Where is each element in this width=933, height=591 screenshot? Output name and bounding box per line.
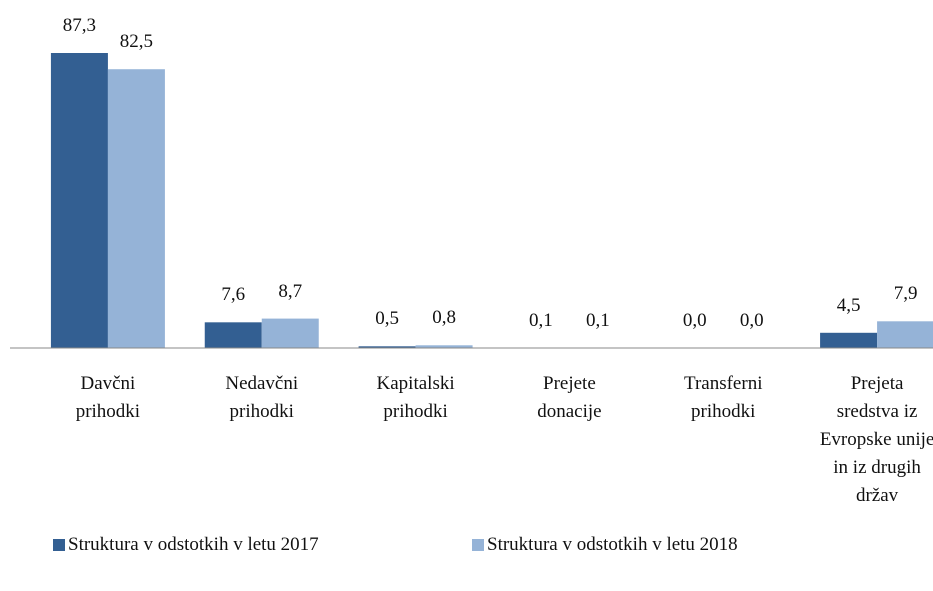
bar bbox=[204, 322, 262, 348]
x-tick-label: Kapitalski prihodki bbox=[376, 373, 455, 422]
legend-label: Struktura v odstotkih v letu 2017 bbox=[68, 534, 319, 555]
value-label: 87,3 bbox=[62, 15, 97, 36]
value-label: 0,0 bbox=[682, 310, 707, 331]
bar bbox=[820, 332, 878, 348]
value-label: 0,5 bbox=[375, 308, 399, 330]
value-label: 0,1 bbox=[529, 309, 553, 331]
bar bbox=[358, 346, 416, 348]
value-label: 7,9 bbox=[893, 283, 918, 305]
bar bbox=[107, 69, 165, 348]
value-label: 7,6 bbox=[221, 284, 246, 306]
legend-label: Struktura v odstotkih v letu 2018 bbox=[487, 534, 738, 555]
value-label: 8,7 bbox=[278, 280, 303, 302]
value-label: 82,5 bbox=[119, 31, 154, 53]
x-tick-label: Prejete donacije bbox=[537, 373, 602, 422]
legend-item: Struktura v odstotkih v letu 2018 bbox=[472, 534, 738, 556]
bar bbox=[50, 53, 108, 348]
bar bbox=[877, 321, 933, 348]
value-label: 0,0 bbox=[739, 310, 764, 331]
bar bbox=[261, 318, 319, 348]
x-tick-label: Davčni prihodki bbox=[75, 373, 141, 422]
legend-item: Struktura v odstotkih v letu 2017 bbox=[53, 534, 319, 556]
x-tick-label: Nedavčni prihodki bbox=[225, 373, 299, 422]
legend-swatch bbox=[472, 539, 484, 551]
x-tick-label: Transferni prihodki bbox=[684, 373, 763, 422]
bar bbox=[415, 345, 473, 348]
legend-swatch bbox=[53, 539, 65, 551]
value-label: 0,1 bbox=[586, 309, 610, 331]
value-label: 4,5 bbox=[836, 294, 861, 316]
value-label: 0,8 bbox=[432, 307, 456, 329]
x-tick-label: Prejeta sredstva iz Evropske unije in iz… bbox=[819, 373, 933, 506]
